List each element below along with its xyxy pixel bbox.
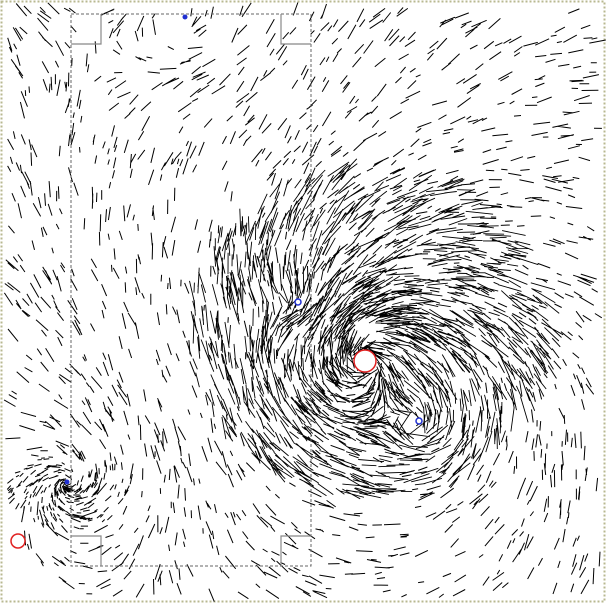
source-marker xyxy=(65,480,70,485)
source-marker xyxy=(295,299,301,305)
source-marker xyxy=(183,15,188,20)
field-view xyxy=(0,0,606,603)
page: (() => { const data = JSON.parse(documen… xyxy=(0,0,606,603)
background xyxy=(0,0,606,603)
sink-marker xyxy=(354,350,376,372)
source-marker xyxy=(416,418,422,424)
